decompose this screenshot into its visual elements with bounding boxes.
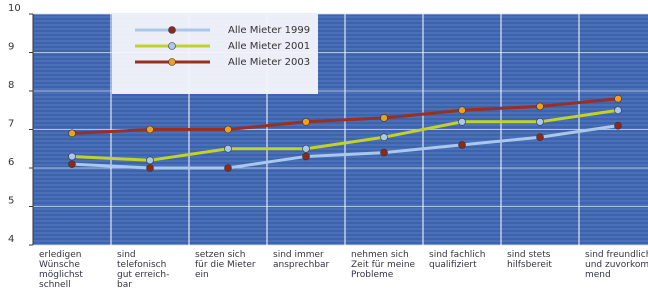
y-tick-label: 8	[8, 80, 14, 91]
chart: 4 5 6 7 8 9 10 Alle Mieter 1999 Alle Mieter 2001…	[0, 0, 648, 289]
marker	[615, 95, 622, 102]
legend-marker	[169, 43, 176, 50]
marker	[303, 153, 310, 160]
x-tick-label: sind freundlich und zuvorkom- mend	[585, 250, 648, 280]
x-tick-label: sind telefonisch gut erreich- bar	[117, 250, 195, 289]
y-tick-label: 7	[8, 119, 14, 130]
x-tick-label: nehmen sich Zeit für meine Probleme	[351, 250, 429, 280]
marker	[69, 153, 76, 160]
marker	[381, 134, 388, 141]
y-tick-label: 10	[8, 3, 21, 14]
y-tick-label: 6	[8, 157, 14, 168]
marker	[225, 145, 232, 152]
y-tick-label: 4	[8, 234, 14, 245]
legend-label: Alle Mieter 2003	[228, 57, 310, 68]
x-tick-label: erledigen Wünsche möglichst schnell	[39, 250, 117, 289]
marker	[537, 103, 544, 110]
marker	[537, 134, 544, 141]
legend-label: Alle Mieter 2001	[228, 41, 310, 52]
marker	[147, 165, 154, 172]
legend-marker	[169, 27, 176, 34]
marker	[615, 122, 622, 129]
legend-label: Alle Mieter 1999	[228, 25, 310, 36]
marker	[459, 107, 466, 114]
marker	[459, 141, 466, 148]
marker	[69, 161, 76, 168]
marker	[381, 114, 388, 121]
marker	[69, 130, 76, 137]
marker	[303, 118, 310, 125]
marker	[147, 126, 154, 133]
marker	[225, 126, 232, 133]
x-tick-label: sind fachlich qualifiziert	[429, 250, 507, 270]
x-tick-label: sind stets hilfsbereit	[507, 250, 585, 270]
x-tick-label: sind immer ansprechbar	[273, 250, 351, 270]
marker	[147, 157, 154, 164]
y-tick-label: 9	[8, 42, 14, 53]
y-tick-label: 5	[8, 196, 14, 207]
legend-marker	[169, 59, 176, 66]
chart-container: 4 5 6 7 8 9 10 Alle Mieter 1999 Alle Mieter 2001…	[0, 0, 648, 289]
x-tick-label: setzen sich für die Mieter ein	[195, 250, 273, 280]
marker	[381, 149, 388, 156]
marker	[537, 118, 544, 125]
marker	[225, 165, 232, 172]
marker	[615, 107, 622, 114]
marker	[459, 118, 466, 125]
marker	[303, 145, 310, 152]
